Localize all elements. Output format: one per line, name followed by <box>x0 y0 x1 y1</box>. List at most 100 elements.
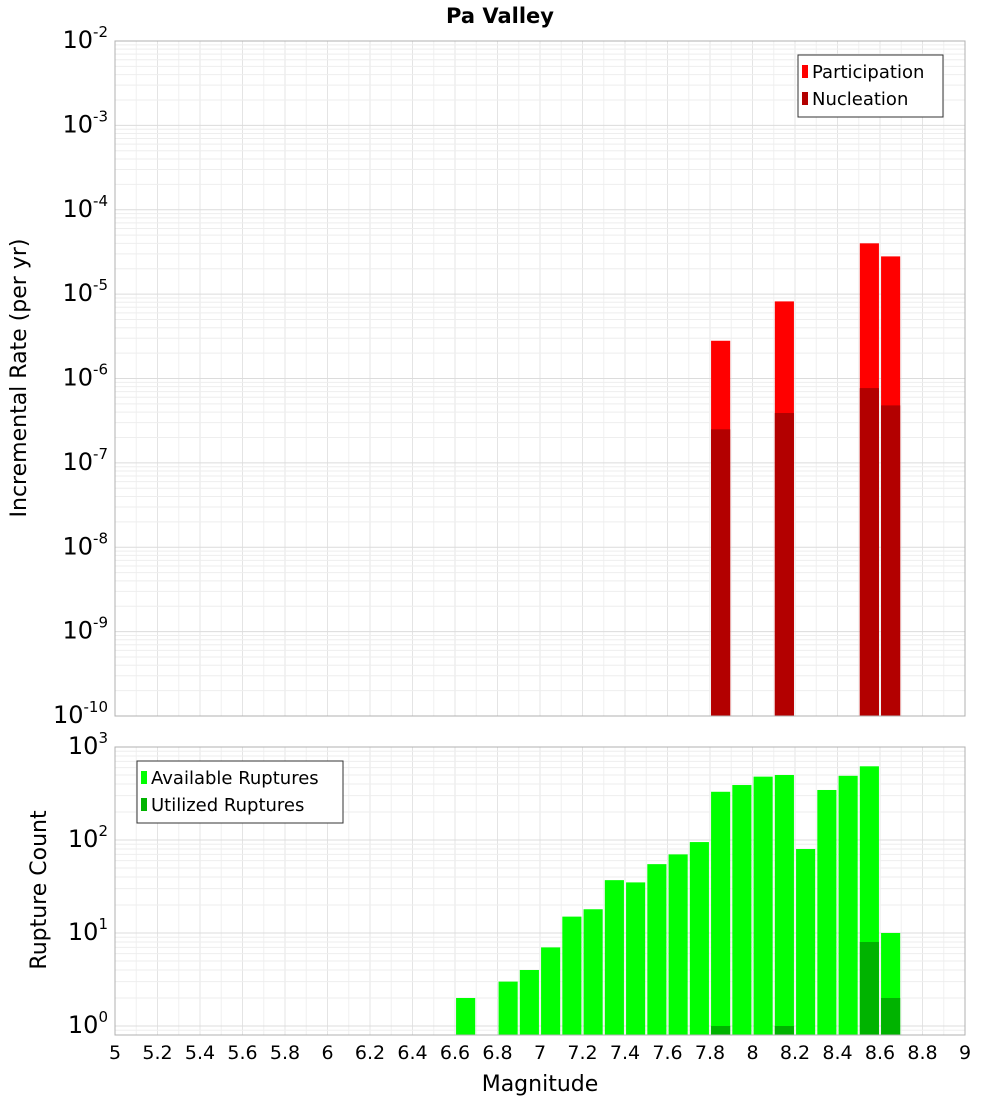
top-y-tick-label: 10-3 <box>62 107 108 138</box>
x-axis-label: Magnitude <box>482 1072 599 1097</box>
x-tick-label: 8.6 <box>865 1042 895 1064</box>
top-panel-rate-chart: 10-210-310-410-510-610-710-810-910-10Par… <box>53 23 966 729</box>
top-y-tick-labels: 10-210-310-410-510-610-710-810-910-10 <box>53 23 108 729</box>
bottom-bar <box>859 942 879 1035</box>
bottom-bar <box>711 1025 731 1035</box>
top-series-nucleation <box>711 388 901 716</box>
bottom-bar <box>753 776 773 1035</box>
top-bar <box>774 413 794 716</box>
bottom-bar <box>881 997 901 1035</box>
legend-label: Utilized Ruptures <box>151 795 304 816</box>
x-tick-label: 7.4 <box>610 1042 640 1064</box>
x-tick-label: 9 <box>959 1042 971 1064</box>
y-tick-exponent: -5 <box>93 276 108 294</box>
x-tick-label: 7.6 <box>652 1042 682 1064</box>
x-tick-label: 5.2 <box>142 1042 172 1064</box>
top-y-tick-label: 10-7 <box>62 445 108 476</box>
bottom-bar <box>583 909 603 1035</box>
x-tick-label: 7.8 <box>695 1042 725 1064</box>
bottom-bar <box>732 785 752 1035</box>
y-tick-base: 10 <box>62 364 93 392</box>
legend-swatch <box>802 92 808 105</box>
legend-swatch <box>802 65 808 78</box>
bottom-bar <box>604 880 624 1035</box>
legend-swatch <box>141 771 147 784</box>
x-tick-label: 8 <box>746 1042 758 1064</box>
bottom-bar <box>774 1025 794 1035</box>
x-tick-label: 8.8 <box>907 1042 937 1064</box>
bottom-bar <box>817 789 837 1035</box>
bottom-bar <box>562 916 582 1035</box>
bottom-series-available-ruptures <box>456 766 901 1035</box>
bottom-bar <box>519 969 539 1035</box>
bottom-series-utilized-ruptures <box>711 942 901 1035</box>
bottom-plot-border <box>114 746 966 1036</box>
top-bar <box>859 388 879 716</box>
bottom-bar <box>626 882 646 1035</box>
bottom-bar <box>711 791 731 1035</box>
x-tick-label: 7.2 <box>567 1042 597 1064</box>
top-plot-border <box>114 40 966 717</box>
top-bar <box>881 405 901 716</box>
y-tick-exponent: -10 <box>84 698 109 716</box>
top-y-tick-label: 10-5 <box>62 276 108 307</box>
top-bar <box>711 429 731 716</box>
y-tick-exponent: -7 <box>93 445 108 463</box>
y-tick-base: 10 <box>62 195 93 223</box>
bottom-legend: Available Ruptures Utilized Ruptures <box>136 760 344 824</box>
x-tick-label: 6.2 <box>355 1042 385 1064</box>
x-tick-label: 7 <box>534 1042 546 1064</box>
bottom-y-axis-label: Rupture Count <box>27 810 52 970</box>
top-y-tick-label: 10-9 <box>62 614 108 645</box>
y-tick-exponent: -8 <box>93 529 108 547</box>
y-tick-exponent: 2 <box>98 822 108 840</box>
legend-box <box>797 54 944 118</box>
y-tick-exponent: -2 <box>93 23 108 41</box>
bottom-bar <box>541 947 561 1035</box>
y-tick-exponent: -3 <box>93 107 108 125</box>
x-tick-label: 8.4 <box>822 1042 852 1064</box>
chart-title: Pa Valley <box>446 4 554 28</box>
y-tick-base: 10 <box>68 825 99 853</box>
y-tick-base: 10 <box>68 732 99 760</box>
bottom-y-tick-label: 101 <box>68 915 108 946</box>
legend-label: Participation <box>812 62 924 83</box>
y-tick-base: 10 <box>68 918 99 946</box>
x-tick-label: 5.8 <box>270 1042 300 1064</box>
bottom-bar <box>647 864 667 1035</box>
bottom-y-tick-label: 102 <box>68 822 108 853</box>
y-tick-base: 10 <box>62 26 93 54</box>
bottom-bar <box>668 854 688 1035</box>
top-y-tick-label: 10-8 <box>62 529 108 560</box>
top-y-tick-label: 10-4 <box>62 192 108 223</box>
x-tick-label: 5.4 <box>185 1042 215 1064</box>
y-tick-exponent: -6 <box>93 361 108 379</box>
top-y-tick-label: 10-6 <box>62 361 108 392</box>
x-tick-label: 6.6 <box>440 1042 470 1064</box>
x-tick-label: 5.6 <box>227 1042 257 1064</box>
x-tick-label: 5 <box>109 1042 121 1064</box>
legend-label: Available Ruptures <box>151 768 319 789</box>
x-tick-label: 6.4 <box>397 1042 427 1064</box>
bottom-bar <box>796 849 816 1035</box>
y-tick-base: 10 <box>62 448 93 476</box>
y-tick-exponent: 1 <box>98 915 108 933</box>
bottom-y-tick-label: 103 <box>68 729 108 760</box>
x-tick-labels: 5 5.2 5.4 5.6 5.8 6 6.2 6.4 6.6 6.8 7 7.2 7.4 7.6 7.8 8… <box>109 1042 971 1064</box>
x-tick-label: 8.2 <box>780 1042 810 1064</box>
y-tick-base: 10 <box>68 1011 99 1039</box>
x-tick-label: 6 <box>321 1042 333 1064</box>
bottom-bar <box>498 981 518 1035</box>
y-tick-exponent: -9 <box>93 614 108 632</box>
legend-swatch <box>141 798 147 811</box>
top-legend: Participation Nucleation <box>797 54 944 118</box>
x-tick-label: 6.8 <box>482 1042 512 1064</box>
legend-label: Nucleation <box>812 89 908 110</box>
bottom-y-tick-label: 100 <box>68 1008 108 1039</box>
y-tick-exponent: -4 <box>93 192 108 210</box>
bottom-bar <box>838 775 858 1035</box>
bottom-bar <box>689 842 709 1035</box>
top-y-axis-label: Incremental Rate (per yr) <box>7 239 32 518</box>
bottom-bar <box>456 997 476 1035</box>
